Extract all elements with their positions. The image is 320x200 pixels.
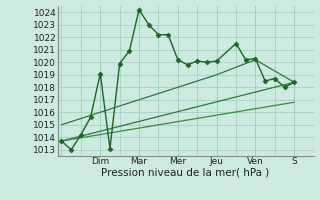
X-axis label: Pression niveau de la mer( hPa ): Pression niveau de la mer( hPa ) — [101, 168, 270, 178]
